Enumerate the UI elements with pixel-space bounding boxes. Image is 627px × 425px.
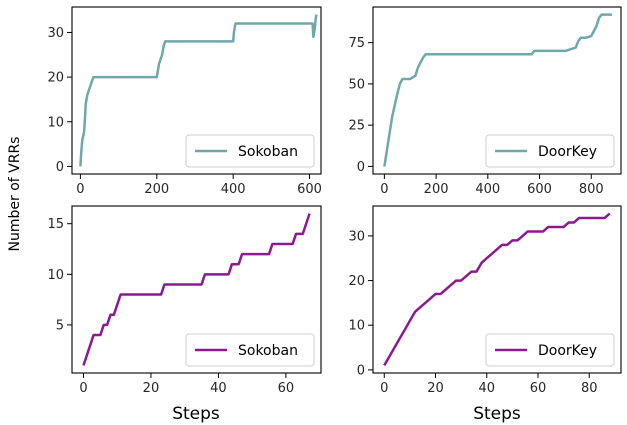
x-tick-label-doorkey-teal: 200 bbox=[424, 182, 449, 197]
x-axis-label-right: Steps bbox=[473, 404, 521, 424]
x-tick-label-sokoban-teal: 200 bbox=[144, 182, 169, 197]
legend-doorkey-purple: DoorKey bbox=[486, 334, 614, 366]
y-tick-label-sokoban-teal: 0 bbox=[56, 160, 64, 175]
x-tick-label-doorkey-purple: 20 bbox=[427, 381, 444, 396]
y-tick-label-sokoban-purple: 10 bbox=[47, 268, 64, 283]
y-tick-label-doorkey-purple: 20 bbox=[348, 274, 365, 289]
x-tick-label-sokoban-teal: 400 bbox=[221, 182, 246, 197]
x-tick-label-doorkey-teal: 600 bbox=[527, 182, 552, 197]
y-tick-label-sokoban-purple: 5 bbox=[56, 318, 64, 333]
legend-label-doorkey-purple: DoorKey bbox=[538, 343, 597, 359]
x-tick-label-sokoban-teal: 0 bbox=[76, 182, 84, 197]
legend-label-sokoban-purple: Sokoban bbox=[238, 343, 298, 359]
panel-doorkey-purple: 0 20 40 60 80 0 10 20 30 DoorKey bbox=[348, 206, 621, 396]
y-tick-label-doorkey-purple: 10 bbox=[348, 319, 365, 334]
legend-doorkey-teal: DoorKey bbox=[486, 135, 614, 167]
x-tick-label-sokoban-purple: 20 bbox=[143, 381, 160, 396]
y-tick-label-doorkey-teal: 25 bbox=[348, 119, 365, 134]
x-tick-label-doorkey-teal: 800 bbox=[579, 182, 604, 197]
y-tick-label-sokoban-purple: 15 bbox=[47, 217, 64, 232]
y-tick-label-sokoban-teal: 10 bbox=[47, 115, 64, 130]
y-tick-label-doorkey-purple: 0 bbox=[357, 363, 365, 378]
x-tick-label-doorkey-teal: 0 bbox=[380, 182, 388, 197]
y-tick-label-doorkey-teal: 75 bbox=[348, 36, 365, 51]
y-axis-label: Number of VRRs bbox=[7, 137, 23, 252]
x-tick-label-doorkey-purple: 0 bbox=[380, 381, 388, 396]
panel-sokoban-purple: 0 20 40 60 5 10 15 Sokoban bbox=[47, 206, 321, 396]
x-axis-label-left: Steps bbox=[172, 404, 220, 424]
x-tick-label-doorkey-purple: 60 bbox=[530, 381, 547, 396]
x-tick-label-doorkey-purple: 80 bbox=[581, 381, 598, 396]
panel-doorkey-teal: 0 200 400 600 800 0 25 50 75 DoorKey bbox=[348, 7, 621, 197]
x-tick-label-doorkey-purple: 40 bbox=[478, 381, 495, 396]
y-tick-label-sokoban-teal: 30 bbox=[47, 26, 64, 41]
legend-label-sokoban-teal: Sokoban bbox=[238, 144, 298, 160]
y-tick-label-doorkey-teal: 50 bbox=[348, 77, 365, 92]
y-tick-label-doorkey-teal: 0 bbox=[357, 160, 365, 175]
x-tick-label-sokoban-purple: 40 bbox=[210, 381, 227, 396]
panel-sokoban-teal: 0 200 400 600 0 10 20 30 Sokoban bbox=[47, 7, 322, 197]
x-tick-label-doorkey-teal: 400 bbox=[475, 182, 500, 197]
legend-sokoban-teal: Sokoban bbox=[186, 135, 314, 167]
y-tick-label-doorkey-purple: 30 bbox=[348, 229, 365, 244]
legend-sokoban-purple: Sokoban bbox=[186, 334, 314, 366]
x-tick-label-sokoban-purple: 0 bbox=[79, 381, 87, 396]
x-tick-label-sokoban-teal: 600 bbox=[297, 182, 322, 197]
x-tick-label-sokoban-purple: 60 bbox=[278, 381, 295, 396]
legend-label-doorkey-teal: DoorKey bbox=[538, 144, 597, 160]
y-tick-label-sokoban-teal: 20 bbox=[47, 71, 64, 86]
